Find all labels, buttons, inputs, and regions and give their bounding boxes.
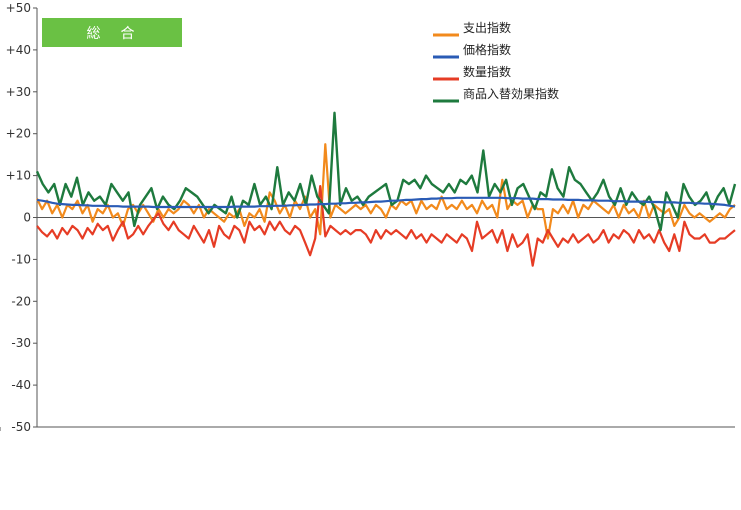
y-tick-label: -50	[11, 420, 31, 434]
series-line-0	[36, 143, 736, 240]
y-axis-ticks: +50 +40 +30 +20 +10 0 -10 -20 -30 -40 -50	[6, 1, 37, 434]
y-tick-label: -10	[11, 252, 31, 266]
y-tick-label: -30	[11, 336, 31, 350]
legend-label: 商品入替効果指数	[463, 86, 559, 101]
chart-title-background	[42, 18, 182, 47]
series-line-3	[35, 111, 737, 232]
chart-title-box: 総 合	[42, 18, 182, 47]
legend-label: 支出指数	[463, 20, 511, 35]
y-tick-label: +30	[6, 85, 31, 99]
y-tick-label: +10	[6, 169, 31, 183]
y-tick-label: -40	[11, 378, 31, 392]
chart-title: 総 合	[87, 26, 138, 42]
y-tick-label: +40	[6, 43, 31, 57]
series-line-2	[36, 185, 736, 267]
y-tick-label: +20	[6, 127, 31, 141]
series-group	[35, 111, 737, 267]
y-tick-label: 0	[23, 211, 31, 225]
series-line-1	[36, 196, 736, 209]
legend-label: 価格指数	[463, 42, 511, 57]
y-tick-label: +50	[6, 1, 31, 15]
y-tick-label: -20	[11, 294, 31, 308]
legend-label: 数量指数	[463, 64, 511, 79]
